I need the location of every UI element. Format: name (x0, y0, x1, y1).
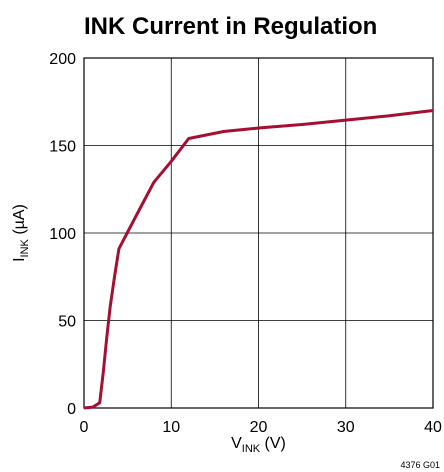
y-tick-label: 0 (67, 401, 76, 418)
figure-code: 4376 G01 (400, 460, 440, 470)
plot-frame (83, 57, 434, 409)
chart-title: INK Current in Regulation (84, 13, 377, 40)
y-axis-label: IINK (µA) (11, 204, 31, 262)
tick-labels: 0 10 20 30 40 0 50 100 150 200 (49, 51, 442, 436)
x-tick-label: 10 (162, 419, 180, 436)
y-tick-label: 100 (49, 226, 76, 243)
y-tick-label: 150 (49, 139, 76, 156)
x-tick-label: 20 (250, 419, 268, 436)
x-tick-label: 0 (80, 419, 89, 436)
ink-current-series-line (83, 109, 434, 410)
x-tick-label: 30 (337, 419, 355, 436)
y-tick-label: 50 (58, 314, 76, 331)
grid-lines (84, 58, 433, 408)
y-tick-label: 200 (49, 51, 76, 68)
x-tick-label: 40 (424, 419, 442, 436)
x-axis-label: VINK (V) (231, 435, 286, 455)
